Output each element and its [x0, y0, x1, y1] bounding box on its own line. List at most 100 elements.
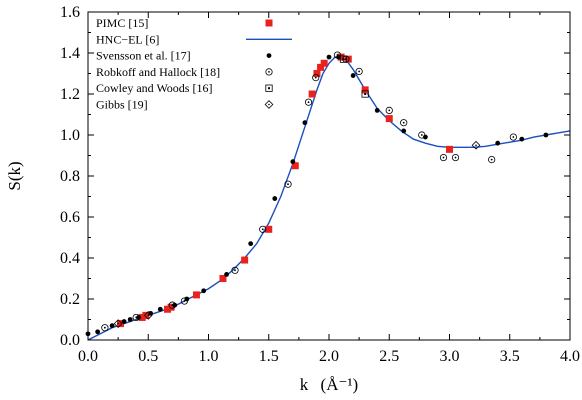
pimc-15-point [446, 145, 453, 153]
svensson-et-al-17-point [350, 73, 356, 78]
pimc-15-point [142, 311, 150, 319]
pimc-15-point [117, 320, 125, 328]
legend-label-pimc-15: PIMC [15] [96, 16, 148, 30]
robkoff-and-hallock-18-point [400, 119, 408, 127]
cowley-and-woods-16-point-box [339, 55, 348, 63]
robkoff-and-hallock-18-point [312, 74, 320, 82]
legend-label-hnc-el-6: HNC−EL [6] [96, 32, 159, 46]
robkoff-and-hallock-18-point-dot [402, 121, 405, 124]
robkoff-and-hallock-18-point-ring [488, 156, 496, 164]
svensson-et-al-17-point [224, 272, 229, 277]
robkoff-and-hallock-18-point-dot [512, 136, 515, 138]
legend-swatch-svensson-et-al-17 [266, 53, 272, 58]
gibbs-19-point-outline [113, 319, 123, 328]
legend-label-robkoff-and-hallock-18: Robkoff and Hallock [18] [96, 65, 220, 79]
robkoff-and-hallock-18-point-dot [171, 304, 174, 307]
gibbs-19-point-dot [147, 314, 150, 317]
robkoff-and-hallock-18-point-ring [509, 133, 517, 141]
robkoff-and-hallock-18-point-ring [333, 51, 342, 59]
robkoff-and-hallock-18-point-ring [101, 324, 109, 332]
robkoff-and-hallock-18-point-ring [284, 180, 292, 188]
robkoff-and-hallock-18-point-dot [358, 70, 361, 73]
robkoff-and-hallock-18-point-dot [183, 300, 186, 302]
robkoff-and-hallock-18-point-dot [314, 76, 317, 79]
robkoff-and-hallock-18-point-ring [132, 313, 140, 322]
gibbs-19-point [143, 311, 153, 320]
svensson-et-al-17-point [401, 128, 407, 134]
gibbs-19-point-dot [117, 322, 119, 325]
robkoff-and-hallock-18-point-ring [304, 98, 313, 106]
pimc-15-point [219, 275, 227, 282]
svensson-et-al-17-point [148, 310, 154, 316]
robkoff-and-hallock-18-point-dot [261, 228, 264, 231]
robkoff-and-hallock-18-point [259, 225, 267, 233]
pimc-15-point [313, 70, 321, 77]
svensson-et-al-17-point [272, 196, 278, 201]
svensson-et-al-17-point [495, 140, 501, 146]
pimc-15-point [361, 86, 369, 94]
x-axis-label: k (Å⁻¹) [300, 375, 358, 394]
robkoff-and-hallock-18-point [333, 51, 342, 59]
legend-swatch-robkoff-and-hallock-18 [265, 68, 273, 76]
svensson-et-al-17-point [290, 159, 296, 165]
svensson-et-al-17-point [201, 288, 207, 294]
pimc-15-point [192, 291, 200, 299]
svensson-et-al-17-point [136, 315, 142, 320]
svensson-et-al-17-point [326, 54, 332, 60]
cowley-and-woods-16-point-dot [342, 58, 345, 61]
svensson-et-al-17-point [543, 132, 549, 138]
x-tick-label: 0.0 [78, 348, 98, 365]
robkoff-and-hallock-18-point-dot [336, 54, 339, 56]
robkoff-and-hallock-18-point-ring [231, 266, 239, 274]
plot-frame [87, 11, 571, 341]
legend-swatch-cowley-and-woods-16 [265, 84, 273, 92]
svensson-et-al-17-point [172, 302, 178, 308]
robkoff-and-hallock-18-point [304, 98, 313, 106]
pimc-15-point [320, 59, 328, 67]
robkoff-and-hallock-18-point-ring [180, 297, 188, 305]
x-tick-label: 3.0 [440, 348, 460, 365]
robkoff-and-hallock-18-point [132, 313, 140, 322]
gibbs-19-point [471, 140, 481, 150]
x-tick-label: 1.5 [259, 348, 279, 365]
x-axis-label-symbol: k [300, 375, 309, 394]
pimc-15-point [385, 115, 393, 123]
robkoff-and-hallock-18-point [168, 301, 176, 309]
robkoff-and-hallock-18-point [488, 156, 496, 164]
svensson-et-al-17-point [519, 136, 525, 142]
gibbs-19-point-outline [143, 311, 153, 320]
robkoff-and-hallock-18-point-dot [287, 183, 289, 186]
pimc-15-point [344, 55, 352, 63]
y-tick-label: 1.6 [60, 4, 80, 21]
y-axis-label: S(k) [5, 161, 24, 190]
pimc-15-point [138, 313, 146, 321]
cowley-and-woods-16-point-box [361, 90, 369, 98]
robkoff-and-hallock-18-point-ring [259, 225, 267, 233]
cowley-and-woods-16-point [339, 55, 348, 63]
svensson-et-al-17-point [248, 241, 254, 247]
robkoff-and-hallock-18-point [418, 131, 426, 139]
y-tick-label: 1.0 [60, 127, 80, 144]
pimc-15-point [164, 305, 172, 313]
svensson-et-al-17-point [302, 120, 308, 126]
gibbs-19-point-dot [475, 144, 477, 147]
legend-swatch-cowley-and-woods-16-box [265, 84, 273, 92]
robkoff-and-hallock-18-point-ring [439, 153, 448, 162]
x-tick-label: 2.0 [319, 348, 339, 365]
pimc-15-point [317, 63, 325, 71]
robkoff-and-hallock-18-point [180, 297, 188, 305]
svensson-et-al-17-point [109, 323, 115, 329]
pimc-15-point [337, 53, 345, 61]
svensson-et-al-17-point [374, 108, 380, 113]
legend-swatch-robkoff-and-hallock-18-dot [268, 71, 270, 73]
x-tick-label: 2.5 [379, 348, 399, 365]
gibbs-19-point [113, 319, 123, 328]
pimc-15-point [308, 90, 316, 98]
pimc-15-point [241, 256, 249, 264]
svensson-et-al-17-point [95, 329, 101, 335]
robkoff-and-hallock-18-point-ring [400, 119, 408, 127]
svensson-et-al-17-point [157, 306, 163, 312]
y-tick-label: 1.4 [60, 45, 80, 62]
legend-swatch-gibbs-19 [264, 100, 274, 109]
robkoff-and-hallock-18-point [284, 180, 292, 188]
